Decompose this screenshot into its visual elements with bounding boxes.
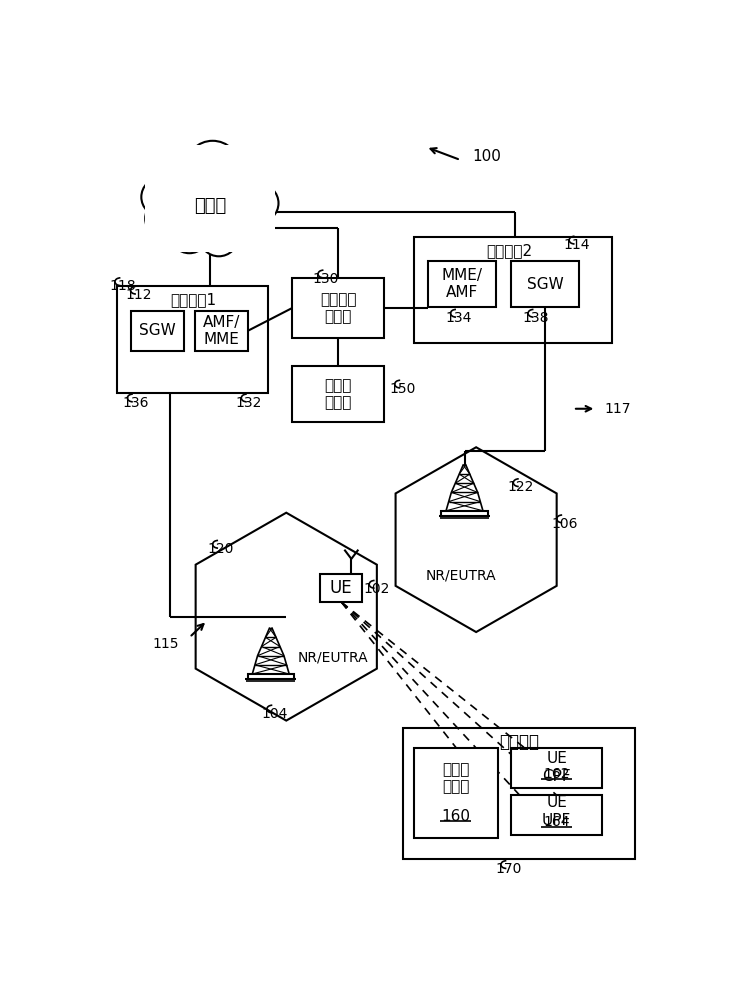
Text: 100: 100 [472, 149, 501, 164]
Text: 120: 120 [207, 542, 234, 556]
FancyBboxPatch shape [428, 261, 497, 307]
Text: 122: 122 [508, 480, 534, 494]
Text: 118: 118 [110, 279, 136, 293]
Text: 164: 164 [543, 815, 570, 829]
Circle shape [145, 198, 187, 239]
Text: MME/
AMF: MME/ AMF [442, 268, 482, 300]
Text: 150: 150 [389, 382, 416, 396]
Text: UE
CPF: UE CPF [542, 751, 571, 784]
FancyBboxPatch shape [292, 278, 384, 338]
Text: 136: 136 [122, 396, 149, 410]
Circle shape [200, 218, 238, 256]
Circle shape [170, 215, 209, 253]
Circle shape [158, 158, 205, 205]
Circle shape [223, 158, 266, 202]
Text: NR/EUTRA: NR/EUTRA [425, 569, 497, 583]
Polygon shape [396, 447, 556, 632]
Circle shape [141, 178, 180, 216]
Text: NR/EUTRA: NR/EUTRA [298, 650, 369, 664]
FancyBboxPatch shape [511, 261, 579, 307]
FancyBboxPatch shape [511, 748, 602, 788]
Text: 134: 134 [445, 311, 471, 325]
Text: 162: 162 [543, 768, 570, 782]
Circle shape [226, 205, 269, 248]
Text: SGW: SGW [139, 323, 176, 338]
Text: 115: 115 [152, 637, 179, 651]
Circle shape [186, 141, 240, 195]
Text: UE
UPF: UE UPF [542, 795, 571, 828]
Text: AMF/
MME: AMF/ MME [203, 315, 240, 347]
FancyBboxPatch shape [414, 748, 498, 838]
FancyBboxPatch shape [414, 237, 612, 343]
FancyBboxPatch shape [118, 286, 269, 393]
Text: 资源拍
卖模块: 资源拍 卖模块 [324, 378, 352, 410]
Text: 160: 160 [442, 809, 471, 824]
Text: 资源拍
卖模块: 资源拍 卖模块 [443, 762, 470, 795]
Text: 170: 170 [496, 862, 522, 876]
Text: 117: 117 [604, 402, 630, 416]
FancyBboxPatch shape [511, 795, 602, 835]
FancyBboxPatch shape [292, 366, 384, 422]
FancyBboxPatch shape [248, 674, 294, 679]
FancyBboxPatch shape [442, 511, 488, 516]
Text: SGW: SGW [527, 277, 563, 292]
FancyBboxPatch shape [145, 145, 275, 252]
Circle shape [240, 184, 278, 222]
Text: 核心网络1: 核心网络1 [169, 292, 216, 307]
Text: 102: 102 [364, 582, 390, 596]
Text: 138: 138 [522, 311, 549, 325]
FancyBboxPatch shape [403, 728, 635, 859]
FancyBboxPatch shape [320, 574, 362, 602]
Text: 112: 112 [125, 288, 152, 302]
Text: 132: 132 [236, 396, 262, 410]
Text: 核心网络2: 核心网络2 [486, 243, 532, 258]
Polygon shape [195, 513, 377, 721]
Text: 106: 106 [551, 517, 578, 531]
Text: 处理硬件: 处理硬件 [499, 733, 539, 751]
Text: 104: 104 [261, 707, 288, 721]
Text: 分配代理
服务器: 分配代理 服务器 [320, 292, 357, 324]
Text: 114: 114 [564, 238, 591, 252]
Text: UE: UE [330, 579, 352, 597]
FancyBboxPatch shape [195, 311, 247, 351]
FancyBboxPatch shape [131, 311, 184, 351]
Text: 130: 130 [312, 272, 339, 286]
Text: 互联网: 互联网 [194, 197, 226, 215]
